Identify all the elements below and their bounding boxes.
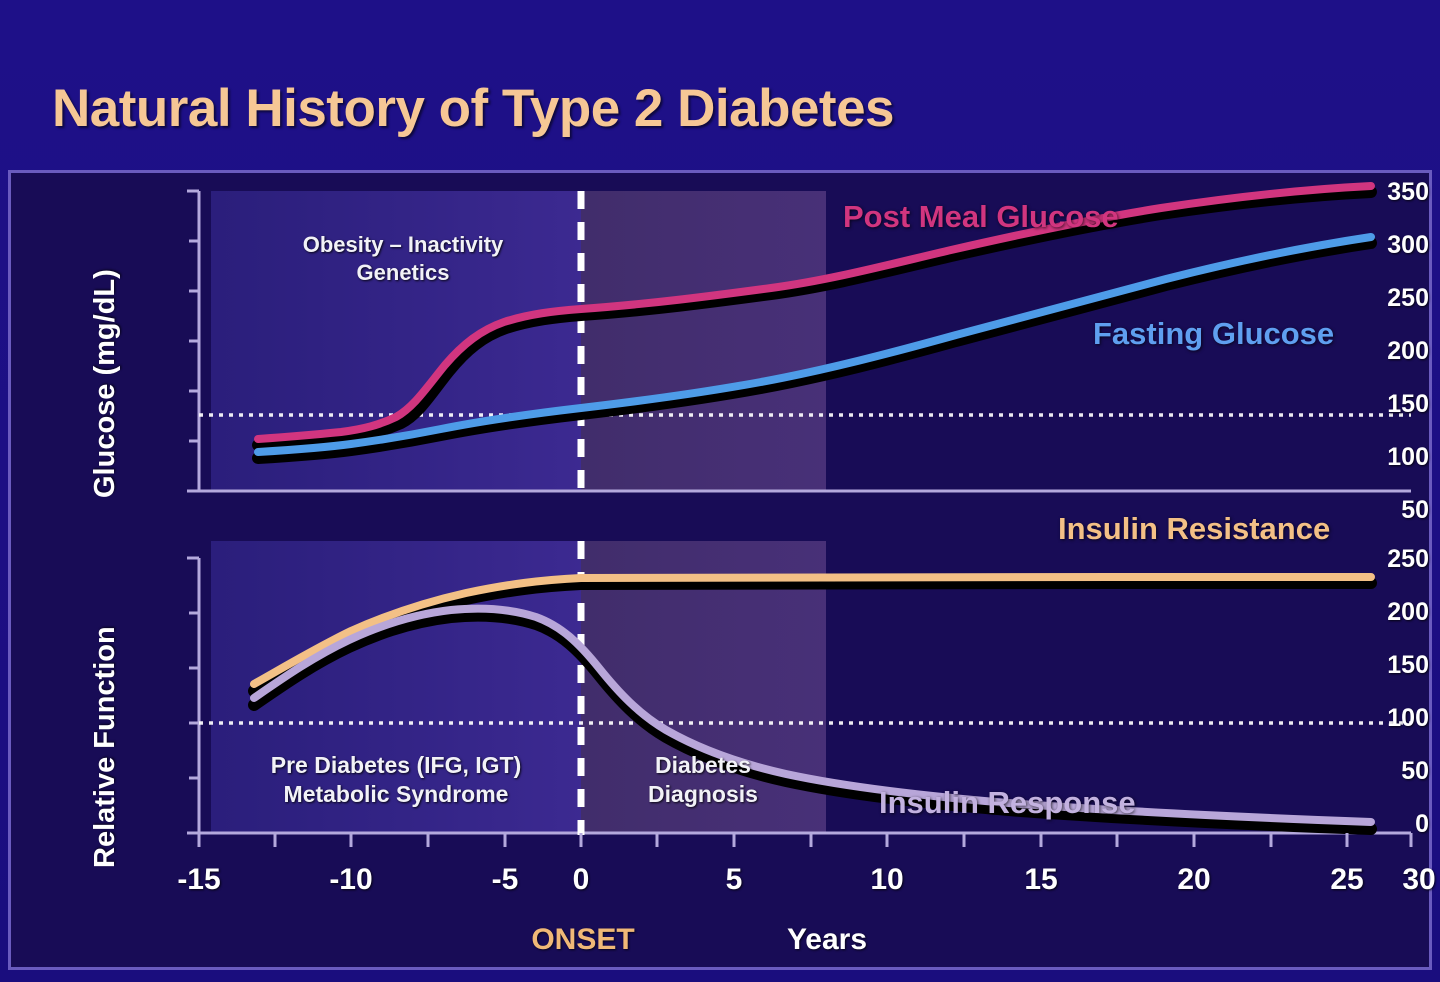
series-label-insulin-resistance: Insulin Resistance — [1058, 511, 1331, 546]
x-axis-label: Years — [786, 923, 868, 956]
x-tick-label: 10 — [870, 863, 904, 896]
x-tick-label: -5 — [491, 863, 519, 896]
x-tick-marks — [197, 833, 1413, 847]
x-tick-label: 15 — [1024, 863, 1058, 896]
glucose-panel: Glucose (mg/dL) 350 300 250 200 150 100 … — [11, 173, 1429, 524]
fasting-glucose-shadow — [252, 237, 1377, 464]
post-meal-glucose-curve — [254, 182, 1375, 443]
annotation-prediabetes-line2: Metabolic Syndrome — [283, 780, 509, 807]
glucose-axis-label: Glucose (mg/dL) — [89, 269, 121, 498]
x-tick-label: 30 — [1402, 863, 1436, 896]
annotation-diagnosis-line1: Diabetes — [655, 752, 751, 778]
x-tick-label: -10 — [329, 863, 373, 896]
relfunc-ytick: 250 — [1387, 545, 1429, 573]
chart-frame: Glucose (mg/dL) 350 300 250 200 150 100 … — [8, 170, 1436, 970]
annotation-obesity: Obesity – Inactivity Genetics — [303, 231, 504, 286]
annotation-diagnosis-line2: Diagnosis — [648, 780, 758, 807]
annotation-obesity-line2: Genetics — [356, 259, 450, 285]
y-tick-marks-bottom — [187, 556, 199, 835]
insulin-resistance-curve — [250, 573, 1375, 688]
relative-function-plot — [187, 541, 1411, 835]
glucose-ytick: 50 — [1401, 496, 1429, 524]
series-label-fasting-glucose: Fasting Glucose — [1093, 316, 1335, 351]
glucose-ytick: 150 — [1387, 390, 1429, 418]
glucose-ytick: 200 — [1387, 337, 1429, 365]
insulin-response-curve — [250, 604, 1375, 826]
relfunc-ytick: 100 — [1387, 704, 1429, 732]
glucose-ytick: 250 — [1387, 284, 1429, 312]
relfunc-ytick: 0 — [1415, 810, 1429, 838]
series-label-post-meal-glucose: Post Meal Glucose — [843, 199, 1119, 234]
annotation-obesity-line1: Obesity – Inactivity — [302, 232, 504, 257]
glucose-plot — [187, 182, 1411, 493]
relative-function-panel: Relative Function 250 200 150 100 50 0 — [11, 511, 1429, 868]
post-meal-glucose-shadow — [252, 186, 1377, 451]
relfunc-ytick: 150 — [1387, 651, 1429, 679]
x-tick-label: 5 — [725, 863, 743, 896]
fasting-glucose-curve — [254, 233, 1375, 456]
glucose-ytick: 300 — [1387, 231, 1429, 259]
annotation-diagnosis: Diabetes Diagnosis — [648, 751, 758, 809]
annotation-prediabetes: Pre Diabetes (IFG, IGT) Metabolic Syndro… — [271, 751, 522, 809]
onset-label: ONSET — [531, 923, 635, 956]
x-tick-label: 25 — [1330, 863, 1364, 896]
series-label-insulin-response: Insulin Response — [879, 785, 1136, 820]
annotation-prediabetes-line1: Pre Diabetes (IFG, IGT) — [270, 752, 522, 778]
insulin-response-shadow — [248, 609, 1377, 835]
y-tick-marks — [187, 189, 199, 493]
x-tick-label: 20 — [1177, 863, 1211, 896]
glucose-ytick: 100 — [1387, 443, 1429, 471]
page-title: Natural History of Type 2 Diabetes — [52, 79, 895, 138]
relfunc-ytick: 200 — [1387, 598, 1429, 626]
shade-diagnosis — [581, 191, 826, 491]
glucose-ytick: 350 — [1387, 178, 1429, 206]
x-tick-label: 0 — [572, 863, 590, 896]
relfunc-ytick: 50 — [1401, 757, 1429, 785]
x-tick-label: -15 — [177, 863, 221, 896]
relative-function-axis-label: Relative Function — [89, 626, 121, 868]
